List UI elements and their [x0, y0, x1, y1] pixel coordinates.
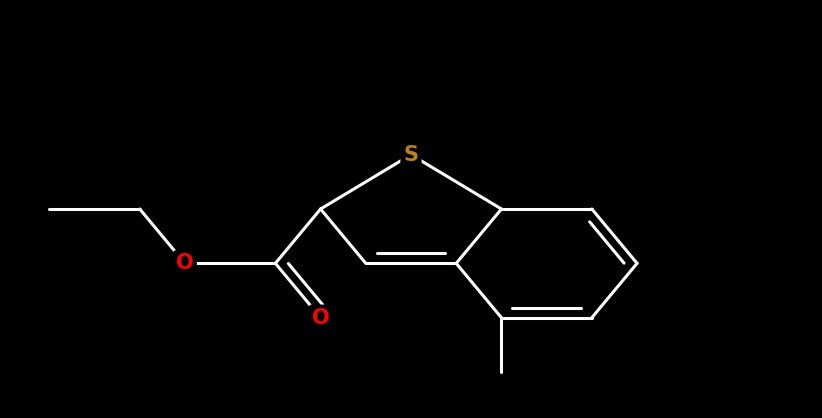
Text: S: S: [404, 145, 418, 165]
Text: O: O: [312, 308, 330, 328]
Text: O: O: [176, 253, 194, 273]
